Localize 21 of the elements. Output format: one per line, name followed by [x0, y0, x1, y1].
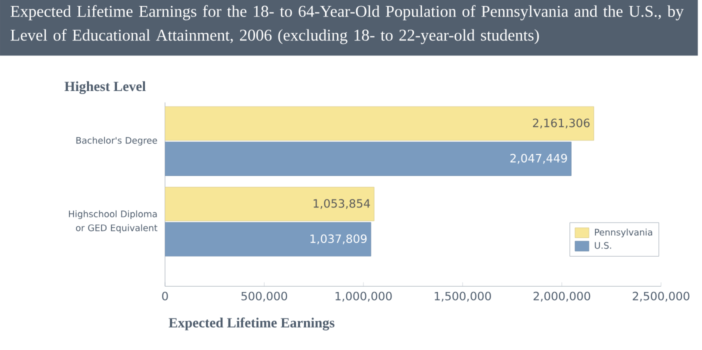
y-axis-title: Highest Level	[64, 81, 146, 94]
legend-label: U.S.	[594, 242, 612, 249]
x-tick-label: 1,000,000	[336, 292, 392, 302]
y-tick-label: Highschool Diploma or GED Equivalent	[68, 210, 158, 233]
x-axis-title: Expected Lifetime Earnings	[168, 318, 334, 330]
bar	[165, 106, 594, 141]
y-tick-label: Bachelor's Degree	[76, 136, 158, 146]
bar	[165, 142, 572, 176]
legend-label: Pennsylvania	[594, 228, 652, 238]
x-tick-label: 500,000	[241, 292, 288, 302]
bar	[165, 222, 372, 256]
chart-title: Expected Lifetime Earnings for the 18- to 64-Year-Old Population of Pennsylvania and the U.S., by Level of Educational Attainment, 2006 (excluding 18- to 22-year-old students)	[10, 5, 684, 44]
data-label: 2,161,306	[532, 118, 590, 128]
x-tick-label: 1,500,000	[434, 292, 491, 302]
x-tick-label: 2,500,000	[632, 292, 690, 302]
bar	[165, 186, 374, 222]
data-label: 1,037,809	[310, 234, 367, 244]
data-label: 2,047,449	[510, 154, 567, 164]
data-label: 1,053,854	[314, 199, 370, 209]
x-tick-label: 2,000,000	[534, 292, 590, 302]
x-tick-label: 0	[162, 292, 168, 300]
